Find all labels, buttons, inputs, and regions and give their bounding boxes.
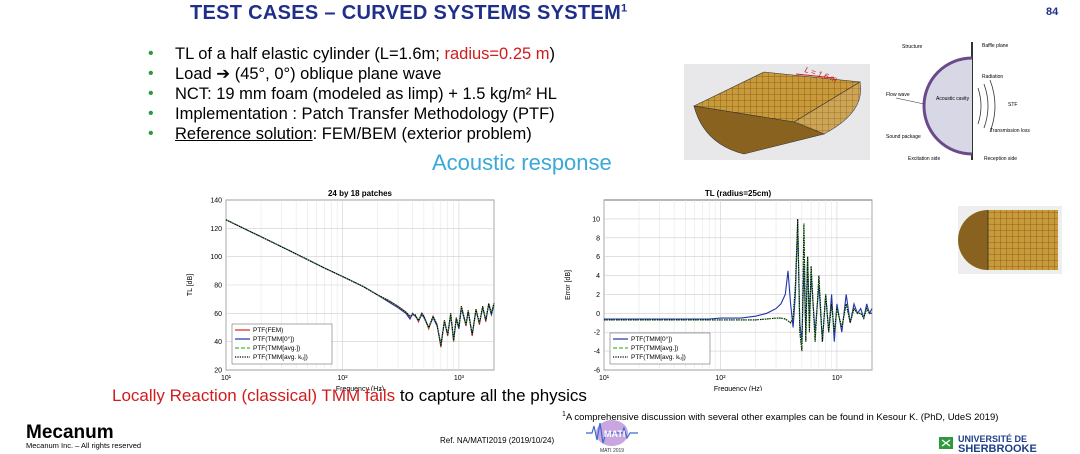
- error-chart: TL (radius=25cm) 10¹ 10² 10³ -6 -4 -2 0 2 4 6 8 10 Fr…: [565, 189, 873, 391]
- y-tick-label: -4: [594, 349, 600, 356]
- mecanum-logo: Mecanum: [26, 422, 114, 443]
- x-tick-label: 10²: [337, 375, 348, 382]
- y-axis-label: Error [dB]: [565, 270, 572, 300]
- bullet-item: Implementation : Patch Transfer Methodol…: [148, 104, 557, 124]
- y-tick-label: 2: [596, 292, 600, 299]
- legend-entry: PTF(TMM[0°]): [631, 335, 672, 343]
- bullet-text: Implementation : Patch Transfer Methodol…: [175, 105, 555, 123]
- title-footnote-mark: 1: [621, 2, 628, 15]
- y-tick-label: 80: [214, 283, 222, 290]
- mati-logo: MATI MATI 2019: [586, 420, 638, 454]
- y-tick-label: 60: [214, 311, 222, 318]
- bullet-item: TL of a half elastic cylinder (L=1.6m; r…: [148, 44, 557, 64]
- bullet-item: Load ➔ (45°, 0°) oblique plane wave: [148, 64, 557, 84]
- bullet-text: : FEM/BEM (exterior problem): [312, 125, 532, 143]
- legend-entry: PTF(TMM[avg. kᵤ]): [631, 354, 686, 361]
- y-tick-label: 20: [214, 368, 222, 375]
- reference-text: Ref. NA/MATI2019 (2019/10/24): [440, 436, 555, 445]
- y-tick-label: -6: [594, 368, 600, 375]
- page-number: 84: [1046, 6, 1059, 18]
- bullet-list: TL of a half elastic cylinder (L=1.6m; r…: [148, 44, 557, 144]
- bullet-text: Load ➔ (45°, 0°) oblique plane wave: [175, 65, 442, 83]
- y-tick-label: 140: [210, 198, 222, 205]
- half-cylinder-image: [958, 206, 1062, 274]
- x-axis-label: Frequency (Hz): [714, 386, 762, 391]
- x-tick-label: 10¹: [599, 375, 610, 382]
- udes-logo-line1: UNIVERSITÉ DE: [958, 434, 1028, 444]
- y-tick-label: 10: [592, 216, 600, 223]
- diagram-label: Structure: [902, 44, 923, 50]
- x-axis-label: Frequency (Hz): [336, 386, 384, 391]
- conclusion-highlight: Locally Reaction (classical) TMM fails: [112, 386, 396, 405]
- section-heading: Acoustic response: [432, 150, 612, 175]
- diagram-label: Transmission loss: [990, 128, 1030, 134]
- bullet-text: TL of a half elastic cylinder (L=1.6m;: [175, 45, 445, 63]
- y-tick-label: 40: [214, 339, 222, 346]
- diagram-label: Acoustic cavity: [936, 96, 970, 102]
- chart-title: TL (radius=25cm): [705, 189, 772, 198]
- legend-box: [609, 332, 711, 365]
- chart-title: 24 by 18 patches: [328, 189, 393, 198]
- y-tick-label: 0: [596, 311, 600, 318]
- copyright-text: Mecanum Inc. – All rights reserved: [26, 441, 142, 450]
- bullet-item: NCT: 19 mm foam (modeled as limp) + 1.5 …: [148, 84, 557, 104]
- bullet-text-end: ): [549, 45, 556, 63]
- diagram-label: STF: [1008, 102, 1017, 108]
- tl-chart: 24 by 18 patches 10¹ 10² 10³ 20 40 60 80 100 120 1…: [187, 189, 495, 391]
- y-tick-label: 120: [210, 226, 222, 233]
- x-tick-label: 10³: [832, 375, 843, 382]
- bullet-text: NCT: 19 mm foam (modeled as limp) + 1.5 …: [175, 85, 557, 103]
- footnote-mark: 1: [562, 411, 566, 418]
- slide-title: TEST CASES – CURVED SYSTEMS SYSTEM1: [190, 2, 627, 25]
- conclusion-line: Locally Reaction (classical) TMM fails t…: [112, 386, 587, 406]
- bullet-item: Reference solution: FEM/BEM (exterior pr…: [148, 124, 557, 144]
- y-tick-label: 100: [210, 254, 222, 261]
- mati-logo-text: MATI: [604, 429, 625, 439]
- diagram-label: Excitation side: [908, 156, 940, 162]
- diagram-label: Flow wave: [886, 92, 910, 98]
- legend-entry: PTF(TMM[avg.]): [631, 345, 678, 352]
- footnote-text: A comprehensive discussion with several …: [565, 412, 999, 424]
- diagram-label: Reception side: [984, 156, 1017, 162]
- series-line: [604, 218, 872, 352]
- legend-entry: PTF(TMM[avg. kᵤ]): [253, 354, 308, 361]
- cylinder-model-image: L = 1.6 m: [684, 64, 870, 160]
- mati-logo-sub: MATI 2019: [600, 448, 624, 454]
- y-tick-label: 8: [596, 235, 600, 242]
- legend-box: [231, 323, 333, 365]
- diagram-label: Baffle plane: [982, 43, 1009, 49]
- cylinder-schematic-diagram: Structure Baffle plane Radiation Flow wa…: [886, 42, 1030, 162]
- bullet-underlined-text: Reference solution: [175, 125, 313, 143]
- y-tick-label: -2: [594, 330, 600, 337]
- x-tick-label: 10²: [715, 375, 726, 382]
- y-tick-label: 4: [596, 273, 600, 280]
- udes-crest-icon: [939, 437, 953, 449]
- slide-title-text: TEST CASES – CURVED SYSTEMS SYSTEM: [190, 2, 622, 24]
- udes-logo-line2: SHERBROOKE: [958, 443, 1037, 454]
- conclusion-text: to capture all the physics: [395, 386, 587, 405]
- udes-logo: UNIVERSITÉ DE SHERBROOKE: [958, 435, 1037, 454]
- y-tick-label: 6: [596, 254, 600, 261]
- diagram-label: Sound package: [886, 134, 921, 140]
- legend-entry: PTF(FEM): [253, 327, 283, 334]
- series-line: [225, 219, 495, 346]
- bullet-highlight: radius=0.25 m: [444, 45, 550, 63]
- x-tick-label: 10³: [454, 375, 465, 382]
- y-axis-label: TL [dB]: [187, 274, 194, 296]
- footnote: 1A comprehensive discussion with several…: [562, 411, 998, 423]
- legend-entry: PTF(TMM[avg.]): [253, 345, 300, 352]
- x-tick-label: 10¹: [221, 375, 232, 382]
- legend-entry: PTF(TMM[0°]): [253, 335, 294, 343]
- diagram-label: Radiation: [982, 74, 1003, 80]
